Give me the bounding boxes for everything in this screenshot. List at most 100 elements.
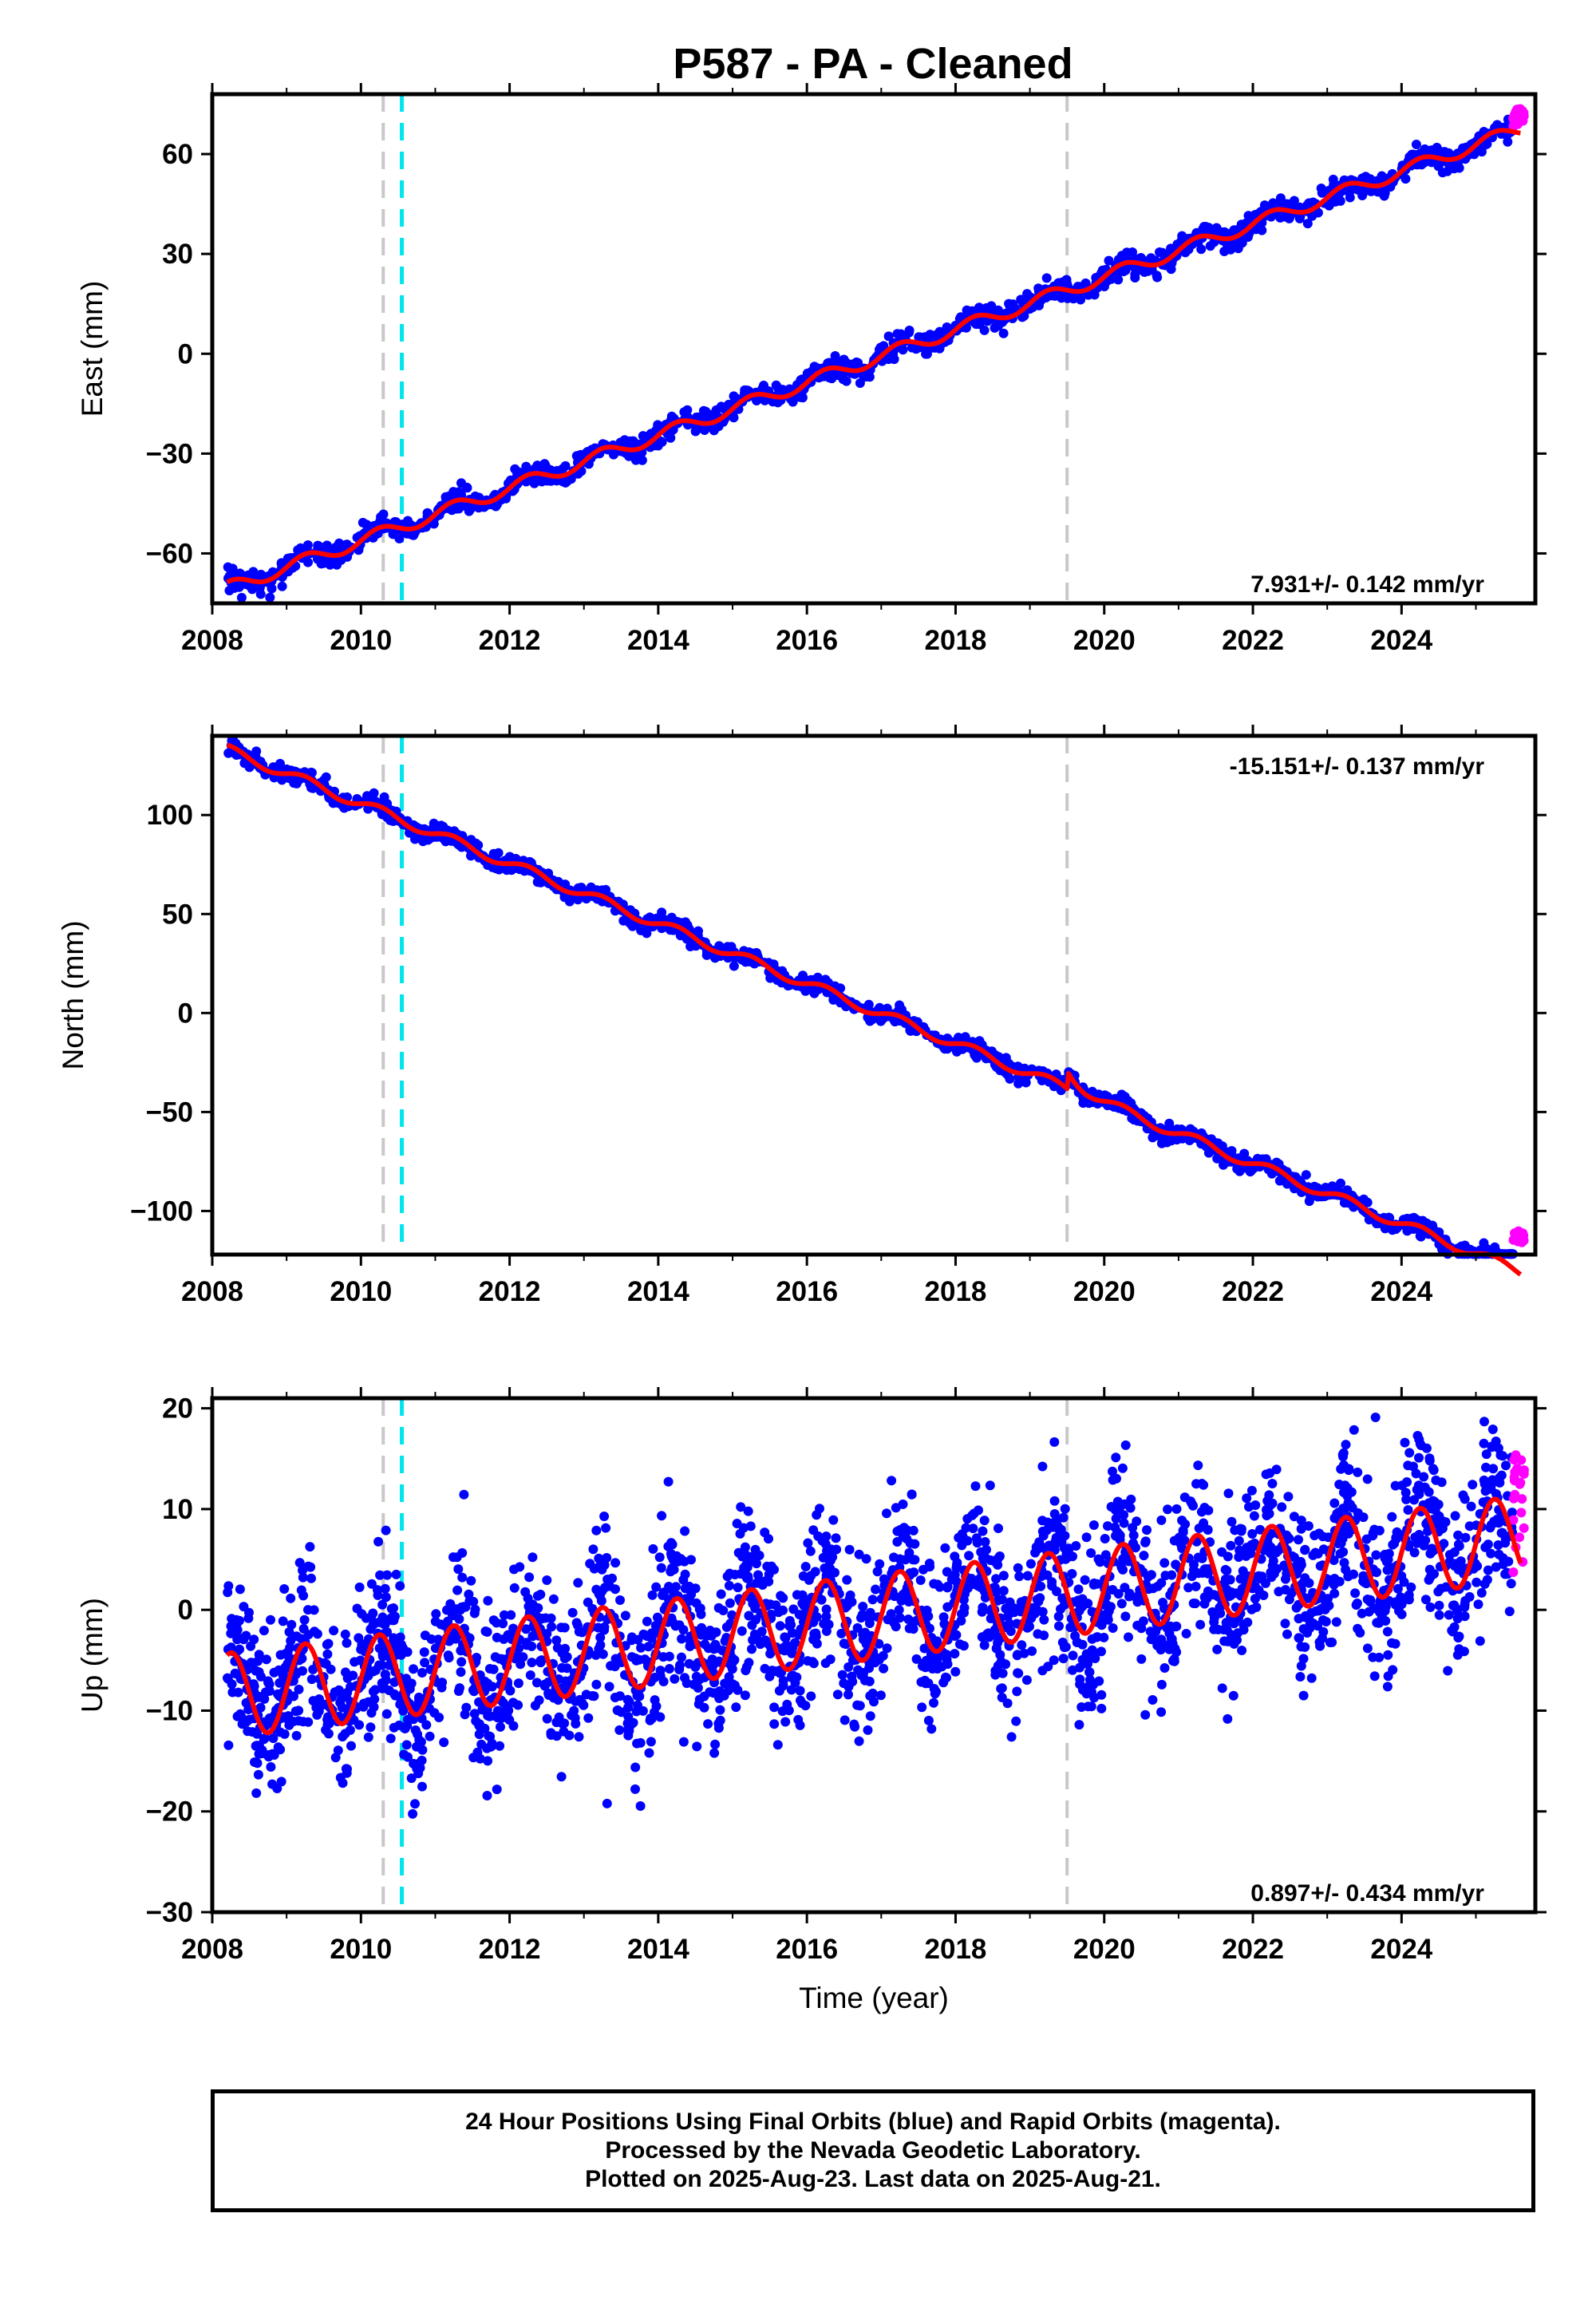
up-final-point [1329,1498,1340,1508]
up-final-point [810,1567,820,1577]
up-final-point [381,1525,391,1535]
up-final-point [942,1583,953,1593]
up-final-point [871,1584,881,1595]
up-final-point [525,1670,535,1680]
up-final-point [1488,1464,1499,1474]
east-final-point [529,474,539,484]
east-final-point [1034,300,1044,310]
north-final-point [1239,1148,1250,1159]
east-final-point [1408,149,1419,160]
up-final-point [1116,1599,1127,1609]
up-final-point [879,1663,889,1674]
east-xtick-label: 2022 [1222,625,1284,656]
up-final-point [409,1664,418,1674]
up-final-point [1284,1595,1294,1605]
up-final-point [863,1725,873,1735]
up-final-point [286,1593,296,1603]
up-final-point [256,1671,266,1682]
up-final-point [1152,1581,1163,1591]
east-final-point [1130,269,1140,279]
up-final-point [857,1610,867,1620]
up-final-point [864,1676,875,1686]
up-final-point [1486,1548,1496,1559]
up-final-point [1037,1461,1048,1472]
north-xtick-label: 2022 [1222,1276,1284,1307]
up-final-point [1049,1437,1060,1447]
east-xtick-label: 2016 [776,625,838,656]
up-final-point [748,1599,758,1609]
up-final-point [778,1593,788,1603]
north-final-point [1416,1231,1426,1242]
up-final-point [299,1614,310,1625]
east-final-point [934,326,945,337]
up-final-point [713,1603,724,1613]
up-final-point [527,1631,538,1642]
up-final-point [645,1715,655,1725]
up-final-point [778,1676,788,1686]
north-plot-frame [210,733,1538,1257]
east-data-layer [223,94,1529,603]
up-final-point [800,1562,811,1571]
up-final-point [1483,1539,1493,1550]
up-final-point [1341,1440,1351,1450]
up-final-point [861,1630,871,1640]
up-final-point [1404,1595,1414,1605]
up-final-point [1264,1508,1274,1519]
up-final-point [1120,1611,1131,1622]
east-ytick-label: 60 [162,139,193,170]
up-final-point [1433,1500,1444,1510]
up-final-point [1223,1713,1233,1724]
east-final-point [456,478,466,488]
up-final-point [1387,1638,1397,1648]
up-final-point [902,1534,912,1544]
north-xtick-label: 2008 [181,1276,243,1307]
up-final-point [865,1711,875,1721]
up-final-point [389,1603,398,1613]
up-final-point [1142,1525,1152,1535]
up-final-point [513,1678,523,1689]
up-final-point [1468,1480,1478,1490]
east-final-point [521,461,531,472]
up-final-point [620,1611,630,1621]
up-final-point [259,1626,269,1636]
up-final-point [1387,1512,1397,1522]
up-final-point [1188,1599,1199,1608]
up-final-point [1128,1523,1138,1533]
up-final-point [910,1555,920,1565]
up-final-point [1383,1650,1393,1660]
east-ytick-label: −30 [146,438,193,469]
up-final-point [1108,1623,1118,1633]
up-final-point [1298,1690,1309,1701]
up-final-point [1251,1602,1262,1612]
up-final-point [1487,1425,1498,1434]
up-final-point [573,1578,583,1588]
east-final-point [1219,247,1230,256]
east-final-point [1400,174,1411,184]
up-final-point [731,1702,741,1713]
up-final-point [419,1647,429,1658]
up-final-point [646,1737,656,1747]
east-final-point [512,468,523,478]
up-final-point [1163,1504,1173,1515]
east-final-point [998,328,1009,338]
north-rate-label: -15.151+/- 0.137 mm/yr [1230,753,1485,780]
up-final-point [1002,1698,1013,1709]
up-final-point [1306,1673,1317,1683]
up-final-point [354,1720,365,1730]
up-final-point [1053,1611,1064,1622]
up-final-point [715,1705,725,1715]
up-final-point [1370,1413,1381,1422]
up-final-point [1300,1545,1310,1555]
north-final-point [1301,1170,1311,1180]
up-final-point [448,1552,458,1563]
up-final-point [385,1733,396,1744]
up-final-point [803,1656,813,1666]
up-final-point [733,1583,743,1593]
up-final-point [401,1740,412,1750]
up-final-point [326,1664,336,1674]
up-final-point [864,1618,875,1628]
north-data-layer [223,734,1529,1277]
up-final-point [1086,1548,1096,1558]
up-panel: 2008 2010 2012 2014 2016 2018 2020 2022 2024−30−… [76,1387,1547,2014]
up-final-point [1088,1520,1099,1530]
